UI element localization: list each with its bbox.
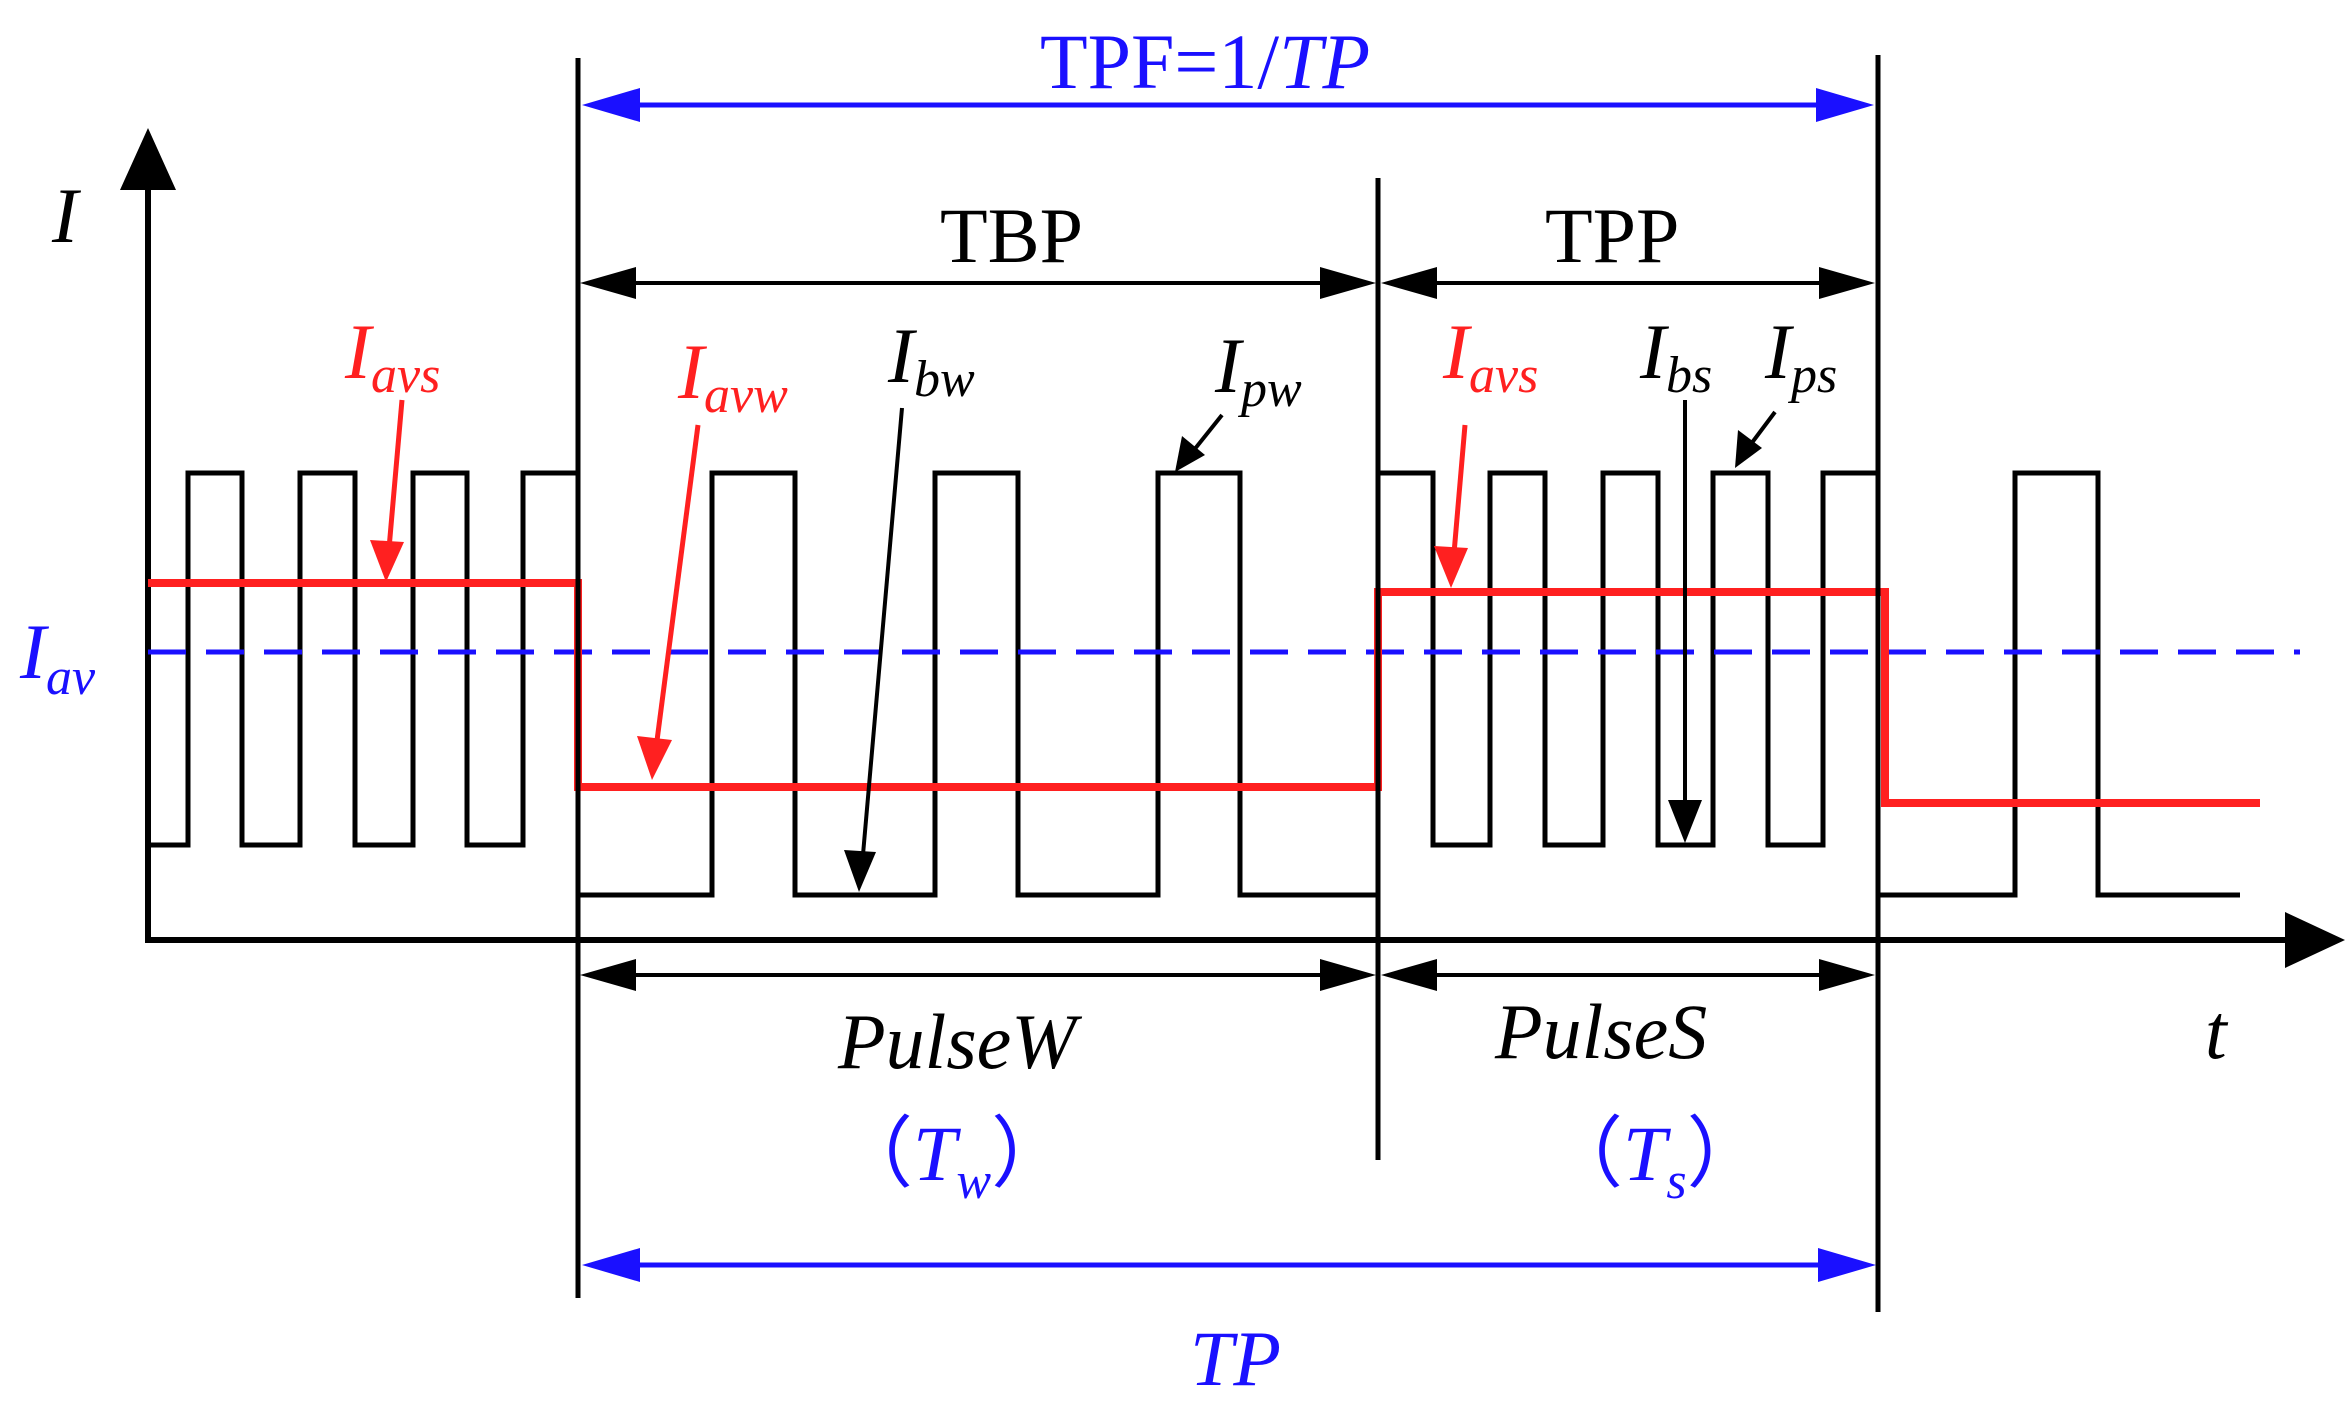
tp-arrowhead-left-icon: [582, 1248, 640, 1282]
i-avs-left-pointer: [385, 399, 405, 561]
i-avw-label: Iavw: [677, 328, 788, 424]
tpp-arrowhead-right-icon: [1819, 267, 1875, 299]
pulse-w-dimension: PulseW （Tw）: [580, 959, 1376, 1210]
tbp-arrowhead-right-icon: [1320, 267, 1376, 299]
x-axis-label: t: [2205, 988, 2229, 1075]
i-pw-arrowhead-icon: [1175, 436, 1205, 472]
boundary-lines: [575, 55, 1881, 1312]
tpf-dimension: TPF=1/TP: [582, 18, 1874, 122]
tp-label: TP: [1190, 1315, 1281, 1402]
pulse-s-arrowhead-left-icon: [1381, 959, 1437, 991]
pulse-waveform-left: [148, 470, 581, 895]
y-axis-arrowhead-icon: [120, 128, 176, 190]
tw-label: （Tw）: [835, 1110, 1069, 1210]
i-avs-left-arrowhead-icon: [370, 540, 404, 582]
pulse-w-arrowhead-left-icon: [580, 959, 636, 991]
i-ps-arrowhead-icon: [1735, 430, 1762, 468]
red-pointers: [370, 399, 1468, 780]
i-ps-label: Ips: [1764, 308, 1837, 404]
ts-label: （Ts）: [1545, 1110, 1765, 1210]
pulse-w-label: PulseW: [837, 998, 1082, 1085]
pulse-waveform-pulse-w: [578, 470, 1378, 898]
i-avs-right-arrowhead-icon: [1434, 546, 1468, 588]
tpf-arrowhead-right-icon: [1816, 88, 1874, 122]
tbp-arrowhead-left-icon: [580, 267, 636, 299]
tp-arrowhead-right-icon: [1818, 1248, 1876, 1282]
i-pw-label: Ipw: [1214, 322, 1302, 418]
x-axis-arrowhead-icon: [2285, 912, 2345, 968]
i-avw-arrowhead-icon: [637, 736, 672, 780]
i-avs-right-label: Iavs: [1442, 308, 1538, 404]
tp-dimension: TP: [582, 1248, 1876, 1402]
i-av-label: Iav: [19, 608, 96, 706]
i-avs-left-label: Iavs: [344, 308, 440, 404]
tpp-label: TPP: [1545, 192, 1679, 279]
tpp-arrowhead-left-icon: [1381, 267, 1437, 299]
black-pointers: [844, 400, 1777, 892]
tpf-label: TPF=1/TP: [1040, 18, 1370, 105]
tbp-label: TBP: [940, 192, 1083, 279]
axes: [145, 180, 2290, 943]
pulse-s-label: PulseS: [1494, 988, 1707, 1075]
i-bs-label: Ibs: [1639, 308, 1712, 404]
tbp-dimension: TBP: [580, 192, 1376, 299]
pulse-waveform-pulse-s: [1378, 470, 1881, 895]
i-avw-pointer: [652, 424, 701, 757]
y-axis-label: I: [51, 172, 82, 259]
i-bw-pointer: [860, 407, 904, 867]
pulse-w-arrowhead-right-icon: [1320, 959, 1376, 991]
i-avs-right-pointer: [1450, 424, 1468, 566]
pulse-waveform-right: [1878, 470, 2240, 898]
pulse-s-dimension: PulseS （Ts）: [1381, 959, 1875, 1210]
pulse-s-arrowhead-right-icon: [1819, 959, 1875, 991]
i-bw-arrowhead-icon: [844, 850, 876, 892]
i-bw-label: Ibw: [887, 312, 975, 408]
tpp-dimension: TPP: [1381, 192, 1875, 299]
tpf-arrowhead-left-icon: [582, 88, 640, 122]
i-bs-arrowhead-icon: [1668, 800, 1702, 843]
